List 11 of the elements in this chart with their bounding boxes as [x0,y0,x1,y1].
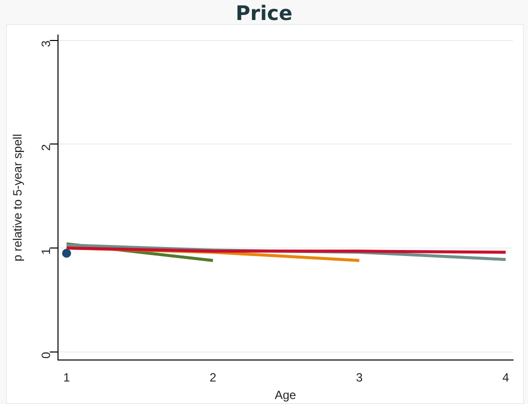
x-tick-label: 3 [356,370,363,385]
x-tick-label: 2 [210,370,217,385]
y-tick-label: 3 [39,40,54,48]
y-tick-label: 0 [39,352,54,359]
chart-title: Price [234,0,294,26]
y-axis-title: p relative to 5-year spell [10,134,25,262]
y-tick-label: 2 [39,144,54,151]
y-tick-label: 1 [39,248,54,255]
x-axis-title: Age [274,388,296,402]
x-tick-label: 4 [502,370,510,385]
x-tick-label: 1 [63,370,70,385]
